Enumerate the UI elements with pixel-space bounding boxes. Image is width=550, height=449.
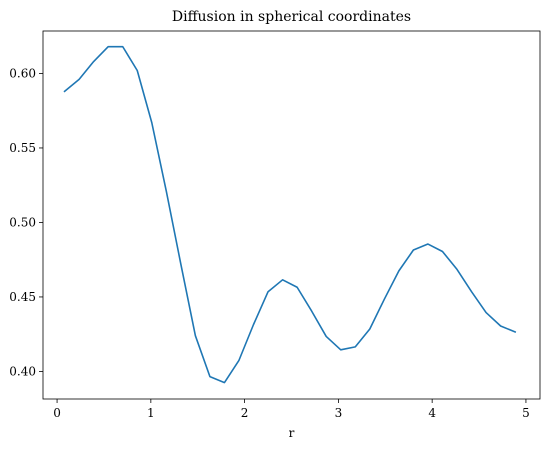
y-tick-label: 0.60 [9,66,36,80]
series-line-0 [63,45,517,384]
x-tick-label: 1 [147,406,155,420]
y-tick-label: 0.50 [9,215,36,229]
y-tick-label: 0.45 [9,290,36,304]
axes-frame [42,30,541,400]
x-tick-label: 0 [53,406,61,420]
x-tick-label: 2 [241,406,249,420]
y-tick-label: 0.55 [9,141,36,155]
x-tick-label: 3 [335,406,343,420]
plot-area: 0 1 2 3 4 5 0.40 0.45 0.50 0.55 0.60 [9,30,541,420]
x-axis-label: r [289,426,295,440]
x-tick-label: 4 [428,406,436,420]
y-tick-label: 0.40 [9,364,36,378]
x-tick-label: 5 [522,406,530,420]
chart-title: Diffusion in spherical coordinates [172,9,411,25]
